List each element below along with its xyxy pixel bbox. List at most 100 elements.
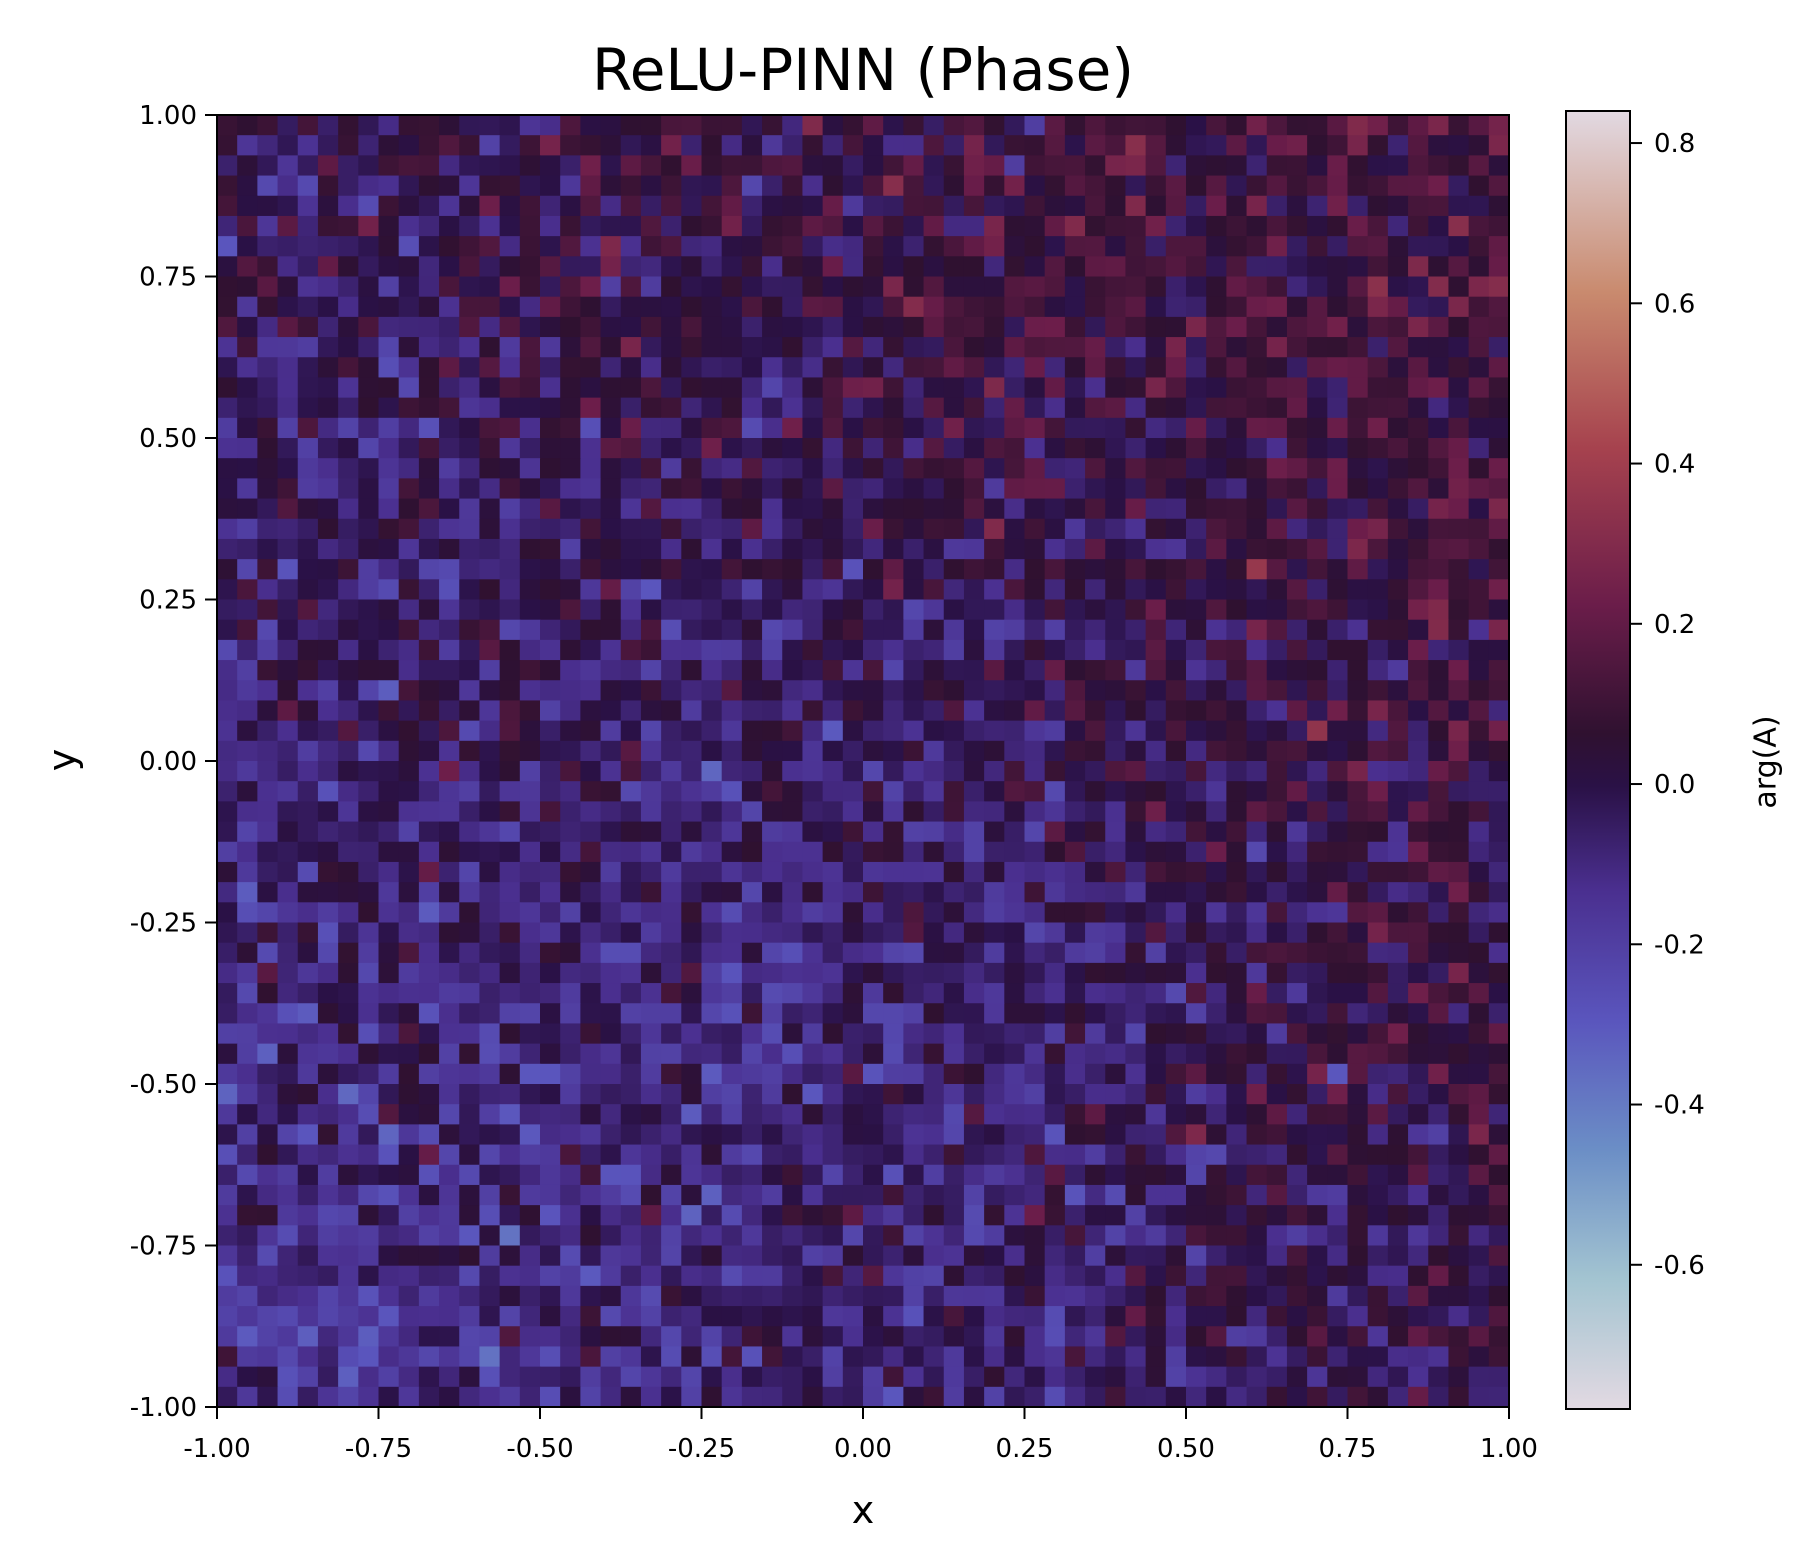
heatmap-cell — [600, 276, 622, 298]
heatmap-cell — [1064, 296, 1086, 318]
heatmap-cell — [681, 882, 703, 903]
heatmap-cell — [903, 882, 925, 903]
heatmap-cell — [1145, 1003, 1167, 1025]
heatmap-cell — [1387, 1184, 1409, 1206]
heatmap-cell — [640, 478, 662, 500]
heatmap-cell — [943, 115, 965, 136]
heatmap-cell — [257, 478, 279, 500]
heatmap-cell — [741, 397, 763, 419]
heatmap-cell — [1327, 175, 1349, 197]
heatmap-cell — [519, 115, 541, 136]
heatmap-cell — [439, 135, 460, 156]
heatmap-cell — [1145, 882, 1167, 903]
heatmap-cell — [1307, 296, 1328, 318]
heatmap-cell — [923, 639, 945, 661]
heatmap-cell — [439, 639, 460, 661]
heatmap-cell — [1246, 902, 1268, 924]
heatmap-cell — [1125, 1023, 1147, 1045]
heatmap-cell — [600, 1084, 622, 1105]
heatmap-cell — [479, 740, 501, 762]
heatmap-cell — [984, 357, 1005, 379]
heatmap-cell — [620, 761, 642, 782]
heatmap-cell — [1307, 256, 1328, 278]
heatmap-cell — [217, 700, 238, 722]
heatmap-cell — [943, 316, 965, 338]
heatmap-cell — [1044, 619, 1066, 641]
heatmap-cell — [802, 478, 824, 500]
heatmap-cell — [1085, 861, 1106, 883]
heatmap-cell — [297, 720, 319, 742]
heatmap-cell — [217, 155, 238, 177]
heatmap-cell — [1064, 1023, 1086, 1045]
heatmap-cell — [1266, 720, 1288, 742]
heatmap-cell — [661, 458, 682, 479]
heatmap-cell — [1408, 478, 1429, 500]
heatmap-cell — [822, 801, 844, 823]
heatmap-cell — [1408, 397, 1429, 419]
heatmap-cell — [943, 902, 965, 924]
heatmap-cell — [499, 115, 521, 136]
heatmap-cell — [661, 720, 682, 742]
heatmap-cell — [378, 1043, 400, 1065]
heatmap-cell — [1064, 1164, 1086, 1186]
heatmap-cell — [338, 256, 359, 278]
heatmap-cell — [1004, 498, 1026, 520]
heatmap-cell — [317, 215, 339, 237]
heatmap-cell — [338, 579, 359, 601]
heatmap-cell — [1488, 761, 1510, 782]
heatmap-cell — [1044, 1003, 1066, 1025]
heatmap-cell — [1064, 498, 1086, 520]
heatmap-cell — [661, 942, 682, 964]
heatmap-cell — [1488, 1164, 1510, 1186]
heatmap-cell — [923, 579, 945, 601]
heatmap-cell — [439, 983, 460, 1004]
heatmap-cell — [358, 882, 380, 903]
heatmap-cell — [519, 861, 541, 883]
heatmap-cell — [963, 1063, 985, 1085]
heatmap-cell — [1085, 1366, 1106, 1388]
heatmap-cell — [943, 740, 965, 762]
heatmap-cell — [1246, 1164, 1268, 1186]
heatmap-cell — [762, 155, 783, 177]
heatmap-cell — [762, 821, 783, 843]
heatmap-cell — [398, 781, 420, 802]
heatmap-cell — [519, 761, 541, 782]
heatmap-cell — [782, 599, 804, 621]
heatmap-cell — [499, 781, 521, 802]
heatmap-cell — [398, 559, 420, 580]
heatmap-cell — [1387, 1104, 1409, 1125]
heatmap-cell — [1064, 1084, 1086, 1105]
heatmap-cell — [1206, 417, 1227, 439]
heatmap-cell — [1004, 1265, 1026, 1287]
heatmap-cell — [1145, 902, 1167, 924]
heatmap-cell — [701, 417, 723, 439]
heatmap-cell — [580, 316, 602, 338]
heatmap-cell — [963, 1003, 985, 1025]
heatmap-cell — [963, 316, 985, 338]
heatmap-cell — [1327, 720, 1349, 742]
heatmap-cell — [1387, 1225, 1409, 1247]
heatmap-cell — [1367, 821, 1389, 843]
heatmap-cell — [883, 478, 904, 500]
heatmap-cell — [580, 417, 602, 439]
heatmap-cell — [418, 599, 440, 621]
heatmap-cell — [1367, 1063, 1389, 1085]
heatmap-cell — [439, 902, 460, 924]
heatmap-cell — [519, 458, 541, 479]
heatmap-cell — [1246, 357, 1268, 379]
heatmap-cell — [338, 296, 359, 318]
heatmap-cell — [358, 397, 380, 419]
heatmap-cell — [1125, 761, 1147, 782]
heatmap-cell — [1266, 962, 1288, 984]
heatmap-cell — [338, 1144, 359, 1166]
heatmap-cell — [620, 518, 642, 540]
heatmap-cell — [1226, 1386, 1248, 1408]
heatmap-cell — [943, 801, 965, 823]
heatmap-cell — [1266, 882, 1288, 903]
heatmap-cell — [217, 377, 238, 399]
heatmap-cell — [661, 821, 682, 843]
heatmap-cell — [1367, 1346, 1389, 1368]
heatmap-cell — [1085, 1043, 1106, 1065]
heatmap-cell — [1004, 438, 1026, 459]
heatmap-cell — [479, 1164, 501, 1186]
